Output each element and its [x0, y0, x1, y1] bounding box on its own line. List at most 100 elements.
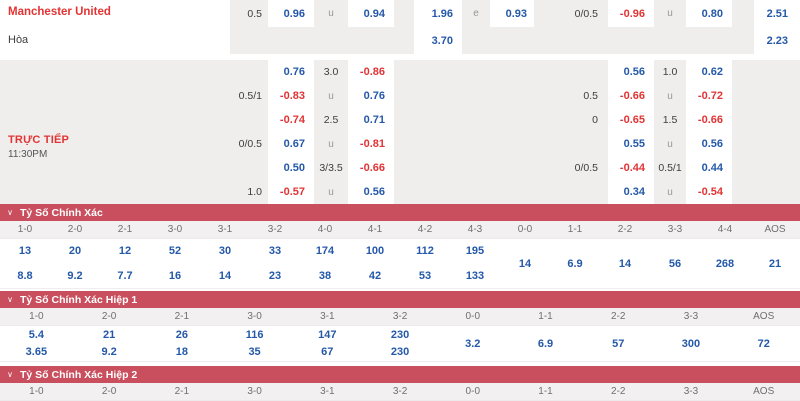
section-header-bar[interactable]: ∨ Tỷ Số Chính Xác Hiệp 2	[0, 366, 800, 383]
empty-cell	[490, 27, 534, 54]
empty-cell	[732, 0, 754, 27]
odds-cell[interactable]: -0.66	[608, 84, 654, 108]
score-odds[interactable]: 14	[618, 257, 632, 270]
score-odds[interactable]: 23	[268, 269, 282, 282]
home-team-name[interactable]: Manchester United	[8, 6, 111, 18]
score-odds[interactable]: 56	[668, 257, 682, 270]
score-odds[interactable]: 33	[268, 245, 282, 258]
score-odds[interactable]: 230	[390, 346, 410, 359]
score-odds[interactable]: 18	[175, 346, 188, 359]
odds-cell[interactable]: 0.76	[348, 84, 394, 108]
odds-cell[interactable]: 0.62	[686, 60, 732, 84]
odds-cell[interactable]: 0.56	[348, 180, 394, 204]
score-odds[interactable]: 133	[465, 269, 485, 282]
odds-cell[interactable]: 2.23	[754, 27, 800, 54]
odds-cell[interactable]: 0.56	[686, 132, 732, 156]
odds-cell[interactable]: -0.86	[348, 60, 394, 84]
score-odds[interactable]: 26	[175, 328, 188, 341]
score-odds[interactable]: 112	[416, 245, 434, 258]
score-odds[interactable]: 147	[318, 328, 337, 341]
score-odds[interactable]: 13	[18, 245, 32, 258]
odds-cell[interactable]: -0.57	[268, 180, 314, 204]
score-odds[interactable]: 116	[245, 328, 264, 341]
odds-cell[interactable]: -0.54	[686, 180, 732, 204]
handicap-cell: 0	[560, 108, 608, 132]
score-odds[interactable]: 12	[118, 245, 132, 258]
odds-cell[interactable]: 0.56	[608, 60, 654, 84]
score-odds[interactable]: 6.9	[537, 337, 554, 350]
empty-cell	[230, 108, 268, 132]
odds-cell[interactable]: 0.67	[268, 132, 314, 156]
score-odds[interactable]: 35	[248, 346, 261, 359]
score-odds[interactable]: 57	[612, 337, 625, 350]
score-odds[interactable]: 230	[390, 328, 410, 341]
odds-cell[interactable]: -0.83	[268, 84, 314, 108]
empty-cell	[754, 60, 800, 84]
odds-cell[interactable]: -0.96	[608, 0, 654, 27]
empty-cell	[490, 60, 534, 84]
score-odds[interactable]: 9.2	[67, 269, 83, 282]
indicator-cell: u	[314, 0, 348, 27]
odds-cell[interactable]: -0.72	[686, 84, 732, 108]
indicator-cell: e	[462, 0, 490, 27]
odds-cell[interactable]: -0.66	[348, 156, 394, 180]
score-odds[interactable]: 38	[318, 269, 332, 282]
score-odds[interactable]: 3.2	[465, 337, 481, 350]
odds-cell[interactable]: -0.81	[348, 132, 394, 156]
odds-cell[interactable]: -0.66	[686, 108, 732, 132]
odds-cell[interactable]: 0.93	[490, 0, 534, 27]
odds-cell[interactable]: 0.50	[268, 156, 314, 180]
odds-cell[interactable]: 0.55	[608, 132, 654, 156]
score-odds[interactable]: 72	[757, 337, 770, 350]
empty-cell	[462, 156, 490, 180]
odds-cell[interactable]: -0.44	[608, 156, 654, 180]
odds-cell[interactable]: 0.71	[348, 108, 394, 132]
odds-cell[interactable]: 3.70	[414, 27, 462, 54]
score-column: 195 133	[450, 239, 500, 288]
score-odds[interactable]: 21	[768, 257, 782, 270]
section-header-bar[interactable]: ∨ Tỷ Số Chính Xác Hiệp 1	[0, 291, 800, 308]
empty-cell	[490, 84, 534, 108]
chevron-down-icon[interactable]: ∨	[7, 370, 13, 379]
odds-cell[interactable]: 0.44	[686, 156, 732, 180]
score-odds[interactable]: 30	[218, 245, 232, 258]
odds-cell[interactable]: -0.65	[608, 108, 654, 132]
odds-cell[interactable]: 0.96	[268, 0, 314, 27]
odds-cell[interactable]: 0.76	[268, 60, 314, 84]
score-odds[interactable]: 53	[418, 269, 432, 282]
score-odds[interactable]: 195	[465, 245, 485, 258]
score-odds[interactable]: 20	[68, 245, 82, 258]
odds-cell[interactable]: -0.74	[268, 108, 314, 132]
odds-cell[interactable]: 2.51	[754, 0, 800, 27]
score-odds[interactable]: 14	[518, 257, 532, 270]
score-odds[interactable]: 67	[321, 346, 334, 359]
empty-cell	[534, 27, 560, 54]
section-header-bar[interactable]: ∨ Tỷ Số Chính Xác	[0, 204, 800, 221]
empty-cell	[462, 27, 490, 54]
odds-cell[interactable]: 0.94	[348, 0, 394, 27]
score-label: 3-3	[667, 224, 683, 235]
score-odds[interactable]: 42	[368, 269, 382, 282]
score-odds[interactable]: 3.65	[25, 346, 48, 359]
odds-cell[interactable]: 0.80	[686, 0, 732, 27]
odds-cell[interactable]: 1.96	[414, 0, 462, 27]
score-odds[interactable]: 268	[715, 257, 735, 270]
chevron-down-icon[interactable]: ∨	[7, 208, 13, 217]
score-odds[interactable]: 7.7	[117, 269, 133, 282]
score-odds[interactable]: 16	[168, 269, 182, 282]
score-odds[interactable]: 52	[168, 245, 182, 258]
empty-cell	[608, 27, 654, 54]
score-odds[interactable]: 21	[102, 328, 116, 341]
score-odds[interactable]: 100	[365, 245, 385, 258]
score-odds[interactable]: 14	[218, 269, 232, 282]
odds-grid: 0.5 0.96 u 0.94 1.96 e 0.93 0/0.5 -0.96 u 0.80 2.51…	[0, 0, 800, 204]
score-odds[interactable]: 9.2	[101, 346, 117, 359]
score-odds[interactable]: 174	[315, 245, 335, 258]
score-odds[interactable]: 8.8	[17, 269, 33, 282]
score-odds[interactable]: 300	[681, 337, 701, 350]
score-label: 2-2	[611, 386, 626, 397]
score-odds[interactable]: 6.9	[567, 257, 583, 270]
chevron-down-icon[interactable]: ∨	[7, 295, 13, 304]
odds-cell[interactable]: 0.34	[608, 180, 654, 204]
score-odds[interactable]: 5.4	[28, 328, 45, 341]
